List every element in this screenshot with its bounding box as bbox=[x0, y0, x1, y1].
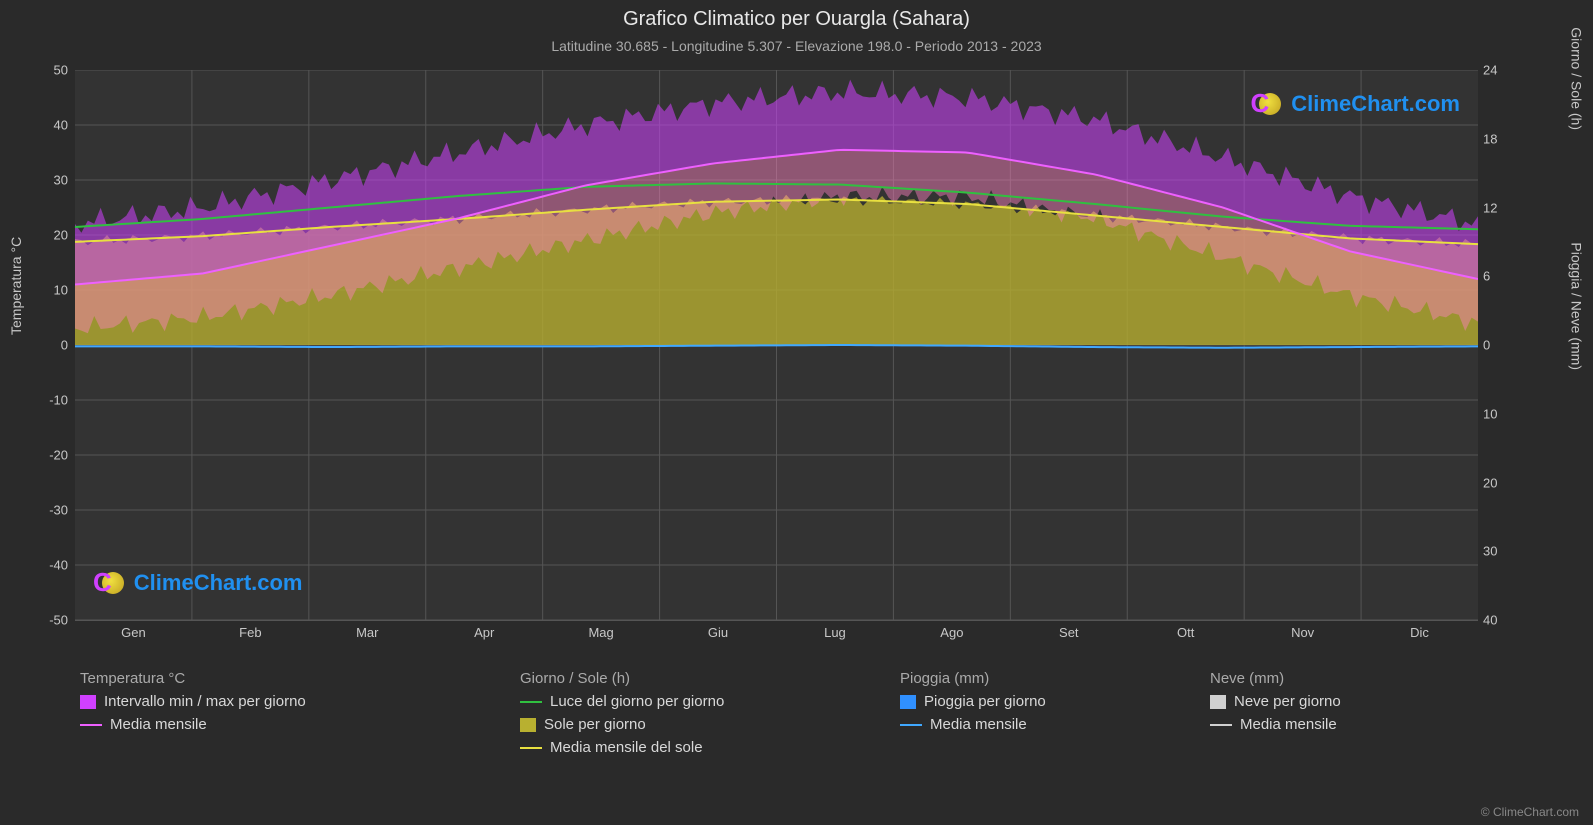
y-tick-right: 24 bbox=[1483, 63, 1523, 78]
legend-label: Sole per giorno bbox=[544, 716, 646, 733]
legend-item: Media mensile bbox=[900, 716, 1200, 733]
x-tick: Gen bbox=[121, 625, 146, 640]
x-tick: Mag bbox=[588, 625, 613, 640]
legend-item: Pioggia per giorno bbox=[900, 693, 1200, 710]
chart-subtitle: Latitudine 30.685 - Longitudine 5.307 - … bbox=[0, 38, 1593, 54]
y-tick-right: 0 bbox=[1483, 338, 1523, 353]
legend-line-icon bbox=[520, 701, 542, 703]
y-tick-left: 50 bbox=[28, 63, 68, 78]
y-tick-left: 20 bbox=[28, 228, 68, 243]
legend-swatch-icon bbox=[80, 695, 96, 709]
legend-swatch-icon bbox=[520, 718, 536, 732]
y-tick-left: 0 bbox=[28, 338, 68, 353]
logo-c-icon: C bbox=[1251, 88, 1270, 119]
y-tick-right: 12 bbox=[1483, 200, 1523, 215]
chart-title: Grafico Climatico per Ouargla (Sahara) bbox=[0, 8, 1593, 31]
y-tick-left: 40 bbox=[28, 118, 68, 133]
legend-label: Luce del giorno per giorno bbox=[550, 693, 724, 710]
y-tick-right: 20 bbox=[1483, 475, 1523, 490]
legend-line-icon bbox=[1210, 724, 1232, 726]
climate-chart: Grafico Climatico per Ouargla (Sahara) L… bbox=[0, 0, 1593, 825]
y-tick-left: -20 bbox=[28, 448, 68, 463]
watermark-top-right: C ClimeChart.com bbox=[1251, 88, 1461, 119]
legend-item: Sole per giorno bbox=[520, 716, 890, 733]
legend-line-icon bbox=[80, 724, 102, 726]
y-axis-right-label-top: Giorno / Sole (h) bbox=[1569, 27, 1585, 130]
legend-item: Media mensile bbox=[1210, 716, 1510, 733]
legend-column: Neve (mm) Neve per giorno Media mensile bbox=[1210, 670, 1510, 756]
legend-label: Neve per giorno bbox=[1234, 693, 1341, 710]
x-tick: Giu bbox=[708, 625, 728, 640]
y-axis-right-label-bottom: Pioggia / Neve (mm) bbox=[1569, 242, 1585, 370]
legend-item: Neve per giorno bbox=[1210, 693, 1510, 710]
watermark-bottom-left: C ClimeChart.com bbox=[93, 567, 303, 598]
legend-column: Pioggia (mm) Pioggia per giorno Media mens… bbox=[900, 670, 1200, 756]
x-tick: Dic bbox=[1410, 625, 1429, 640]
legend-heading: Giorno / Sole (h) bbox=[520, 670, 890, 687]
legend-item: Media mensile bbox=[80, 716, 510, 733]
legend-item: Luce del giorno per giorno bbox=[520, 693, 890, 710]
x-tick: Mar bbox=[356, 625, 378, 640]
legend-label: Media mensile bbox=[930, 716, 1027, 733]
x-tick: Ott bbox=[1177, 625, 1194, 640]
y-tick-left: 10 bbox=[28, 283, 68, 298]
y-tick-left: -50 bbox=[28, 613, 68, 628]
y-tick-right: 30 bbox=[1483, 544, 1523, 559]
legend-heading: Pioggia (mm) bbox=[900, 670, 1200, 687]
logo-c-icon: C bbox=[93, 567, 112, 598]
legend-line-icon bbox=[520, 747, 542, 749]
legend-label: Intervallo min / max per giorno bbox=[104, 693, 306, 710]
legend-column: Temperatura °C Intervallo min / max per g… bbox=[80, 670, 510, 756]
legend-label: Media mensile bbox=[1240, 716, 1337, 733]
y-tick-right: 6 bbox=[1483, 269, 1523, 284]
y-tick-left: -40 bbox=[28, 558, 68, 573]
legend-column: Giorno / Sole (h) Luce del giorno per gio… bbox=[520, 670, 890, 756]
watermark-text: ClimeChart.com bbox=[1291, 91, 1460, 117]
y-tick-left: -10 bbox=[28, 393, 68, 408]
x-tick: Set bbox=[1059, 625, 1079, 640]
plot-svg bbox=[75, 70, 1478, 620]
legend: Temperatura °C Intervallo min / max per g… bbox=[80, 670, 1500, 756]
x-tick: Apr bbox=[474, 625, 494, 640]
y-tick-right: 18 bbox=[1483, 131, 1523, 146]
watermark-text: ClimeChart.com bbox=[134, 570, 303, 596]
legend-label: Media mensile bbox=[110, 716, 207, 733]
x-tick: Nov bbox=[1291, 625, 1314, 640]
copyright: © ClimeChart.com bbox=[1481, 805, 1579, 819]
legend-item: Media mensile del sole bbox=[520, 739, 890, 756]
legend-heading: Neve (mm) bbox=[1210, 670, 1510, 687]
legend-line-icon bbox=[900, 724, 922, 726]
y-tick-left: -30 bbox=[28, 503, 68, 518]
y-tick-right: 40 bbox=[1483, 613, 1523, 628]
legend-heading: Temperatura °C bbox=[80, 670, 510, 687]
x-tick: Ago bbox=[940, 625, 963, 640]
legend-item: Intervallo min / max per giorno bbox=[80, 693, 510, 710]
y-tick-left: 30 bbox=[28, 173, 68, 188]
legend-swatch-icon bbox=[1210, 695, 1226, 709]
y-tick-right: 10 bbox=[1483, 406, 1523, 421]
legend-label: Pioggia per giorno bbox=[924, 693, 1046, 710]
legend-label: Media mensile del sole bbox=[550, 739, 703, 756]
y-axis-left-label: Temperatura °C bbox=[8, 237, 24, 335]
legend-swatch-icon bbox=[900, 695, 916, 709]
x-tick: Lug bbox=[824, 625, 846, 640]
x-tick: Feb bbox=[239, 625, 261, 640]
plot-area: C ClimeChart.com C ClimeChart.com bbox=[75, 70, 1478, 621]
